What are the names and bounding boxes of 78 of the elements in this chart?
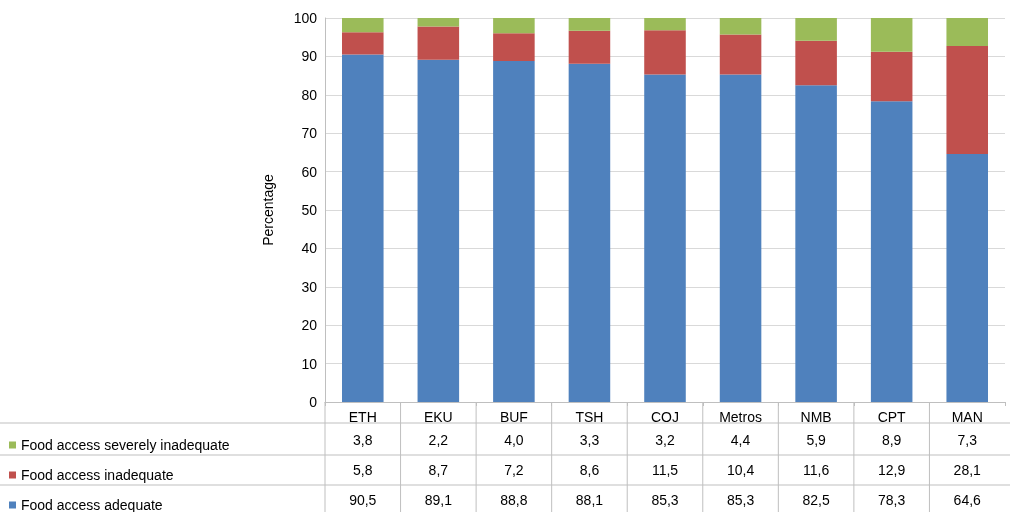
bar (946, 153, 988, 402)
data-label: 11,6 (803, 462, 830, 478)
bar (719, 18, 762, 35)
data-label: 8,7 (428, 462, 449, 478)
data-label: 85,3 (651, 492, 679, 508)
bar (568, 63, 611, 402)
data-label: 12,9 (878, 462, 906, 478)
bar (644, 18, 686, 31)
bar (946, 46, 988, 154)
x-tick-label: BUF (499, 409, 528, 425)
data-label: 11,5 (651, 462, 679, 478)
data-label: 10,4 (726, 462, 755, 478)
y-tick-label: 60 (301, 163, 318, 180)
data-label: 8,6 (579, 462, 600, 478)
x-tick-label: EKU (423, 409, 453, 425)
y-axis-title: Percentage (260, 173, 276, 246)
y-tick-label: 100 (293, 10, 318, 26)
bar (417, 18, 460, 27)
bar (493, 61, 535, 402)
bar (342, 18, 384, 33)
legend-label: Food access inadequate (21, 467, 174, 483)
x-tick-label: MAN (951, 409, 983, 425)
bar (417, 26, 460, 60)
y-tick-label: 80 (301, 86, 318, 103)
y-tick-label: 30 (301, 278, 318, 295)
y-tick-label: 50 (301, 202, 318, 218)
x-tick-label: COJ (651, 409, 679, 425)
data-label: 28,1 (953, 462, 982, 478)
data-label: 82,5 (802, 492, 830, 508)
bar (568, 30, 611, 64)
bar (644, 30, 686, 75)
bar (870, 18, 913, 52)
bar (342, 54, 384, 402)
bar (342, 32, 384, 55)
bar (946, 18, 988, 47)
bar (493, 18, 535, 34)
y-tick-label: 70 (301, 125, 318, 142)
legend-label: Food access severely inadequate (21, 437, 230, 453)
bar (795, 40, 837, 86)
bar (870, 101, 913, 402)
bar (417, 59, 460, 402)
x-tick-label: ETH (348, 409, 377, 425)
data-label: 4,4 (730, 432, 751, 448)
data-label: 90,5 (349, 492, 377, 508)
y-tick-label: 40 (301, 240, 318, 257)
x-tick-label: Metros (719, 409, 762, 425)
y-tick-label: 10 (301, 355, 318, 372)
x-tick-label: NMB (800, 409, 832, 425)
bar (644, 74, 686, 402)
data-label: 3,2 (655, 432, 675, 448)
data-label: 8,9 (881, 432, 902, 448)
data-label: 78,3 (878, 492, 906, 508)
y-tick-label: 20 (301, 317, 318, 334)
bar (795, 85, 837, 402)
bar (870, 51, 913, 102)
y-tick-label: 90 (301, 48, 318, 65)
data-label: 7,2 (504, 462, 524, 478)
bar (795, 18, 837, 41)
bar (719, 34, 762, 75)
bar (568, 18, 611, 31)
data-label: 7,3 (957, 432, 978, 448)
data-label: 5,8 (353, 462, 373, 478)
x-tick-label: TSH (575, 409, 604, 425)
bar (719, 74, 762, 402)
y-tick-label: 0 (309, 394, 318, 410)
data-label: 85,3 (726, 492, 755, 508)
data-label: 2,2 (428, 432, 449, 448)
data-label: 5,9 (806, 432, 827, 448)
legend-label: Food access adequate (21, 497, 163, 512)
bar (493, 33, 535, 62)
data-label: 4,0 (504, 432, 524, 448)
x-tick-label: CPT (877, 409, 907, 425)
data-label: 64,6 (953, 492, 982, 508)
data-label: 3,3 (579, 432, 600, 448)
data-label: 88,8 (500, 492, 528, 508)
data-label: 88,1 (575, 492, 604, 508)
data-label: 89,1 (424, 492, 453, 508)
data-label: 3,8 (353, 432, 373, 448)
